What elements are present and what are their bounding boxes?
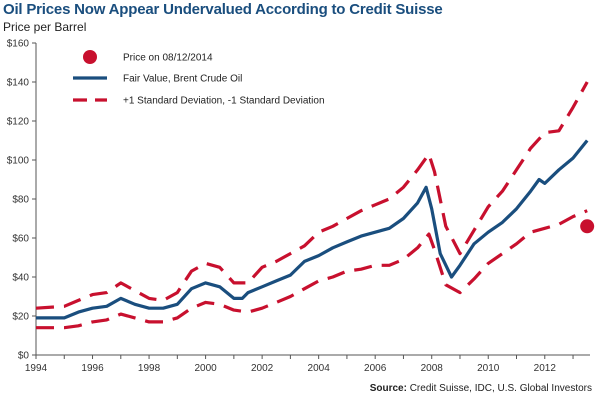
x-tick-label: 2000 <box>194 363 217 374</box>
legend-label: Fair Value, Brent Crude Oil <box>123 74 242 85</box>
plus-one-std-dev-line <box>35 81 589 310</box>
price-point-marker <box>580 219 595 234</box>
x-tick-label: 2010 <box>477 363 500 374</box>
minus-one-std-dev-line <box>36 209 588 330</box>
y-tick-label: $140 <box>7 78 30 89</box>
legend-point-swatch <box>83 50 97 64</box>
source-label: Source: <box>369 383 407 394</box>
x-tick-label: 1996 <box>81 363 104 374</box>
x-tick-label: 2008 <box>421 363 444 374</box>
y-tick-label: $0 <box>18 351 30 362</box>
x-tick-label: 2002 <box>251 363 274 374</box>
x-tick-label: 2012 <box>534 363 557 374</box>
legend-label: +1 Standard Deviation, -1 Standard Devia… <box>123 96 325 107</box>
y-tick-label: $60 <box>12 234 29 245</box>
x-tick-label: 2004 <box>308 363 331 374</box>
y-axis-label: Price per Barrel <box>3 20 87 34</box>
x-tick-label: 1994 <box>25 363 48 374</box>
y-tick-label: $160 <box>7 39 30 50</box>
y-tick-label: $20 <box>12 312 29 323</box>
y-tick-label: $40 <box>12 273 29 284</box>
x-tick-label: 2006 <box>364 363 387 374</box>
y-tick-label: $120 <box>7 117 30 128</box>
y-tick-label: $100 <box>7 156 30 167</box>
source-note: Source: Credit Suisse, IDC, U.S. Global … <box>370 383 592 394</box>
y-tick-label: $80 <box>12 195 29 206</box>
legend: Price on 08/12/2014 Fair Value, Brent Cru… <box>73 50 325 107</box>
x-tick-label: 1998 <box>138 363 161 374</box>
chart-title: Oil Prices Now Appear Undervalued Accord… <box>3 1 443 18</box>
source-text: Credit Suisse, IDC, U.S. Global Investor… <box>409 383 592 394</box>
legend-label: Price on 08/12/2014 <box>123 53 213 64</box>
fair-value-line <box>36 139 589 320</box>
